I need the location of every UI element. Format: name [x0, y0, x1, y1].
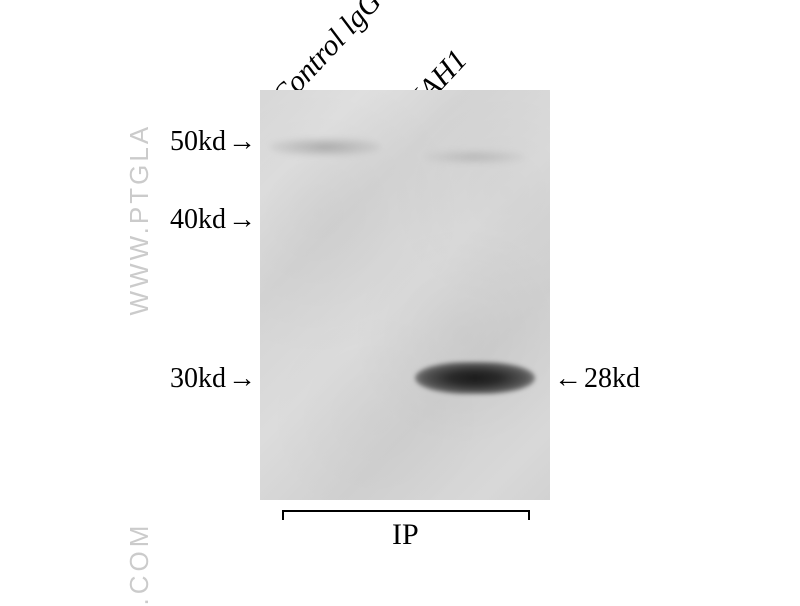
- watermark-top: WWW.PTGLA: [124, 124, 155, 316]
- marker-30kd: 30kd→: [158, 362, 256, 395]
- marker-40kd: 40kd→: [158, 203, 256, 236]
- arrow-right-icon: →: [228, 203, 256, 235]
- annotation-28kd: ←28kd: [554, 362, 640, 395]
- annotation-28kd-text: 28kd: [584, 363, 640, 394]
- band-faint-control-48kd: [270, 138, 380, 156]
- marker-30kd-text: 30kd: [170, 363, 226, 394]
- arrow-right-icon: →: [228, 362, 256, 394]
- band-iah1-28kd: [415, 362, 535, 394]
- marker-50kd: 50kd→: [158, 125, 256, 158]
- marker-50kd-text: 50kd: [170, 126, 226, 157]
- ip-bracket: [282, 510, 530, 512]
- watermark-bottom: .COM: [124, 522, 155, 606]
- blot-membrane: [260, 90, 550, 500]
- arrow-left-icon: ←: [554, 362, 582, 394]
- ip-label: IP: [392, 518, 419, 552]
- marker-40kd-text: 40kd: [170, 204, 226, 235]
- arrow-right-icon: →: [228, 125, 256, 157]
- band-faint-iah1-47kd: [425, 150, 525, 164]
- figure-container: WWW.PTGLA .COM Control lgG IAH1 50kd→ 40…: [0, 0, 800, 600]
